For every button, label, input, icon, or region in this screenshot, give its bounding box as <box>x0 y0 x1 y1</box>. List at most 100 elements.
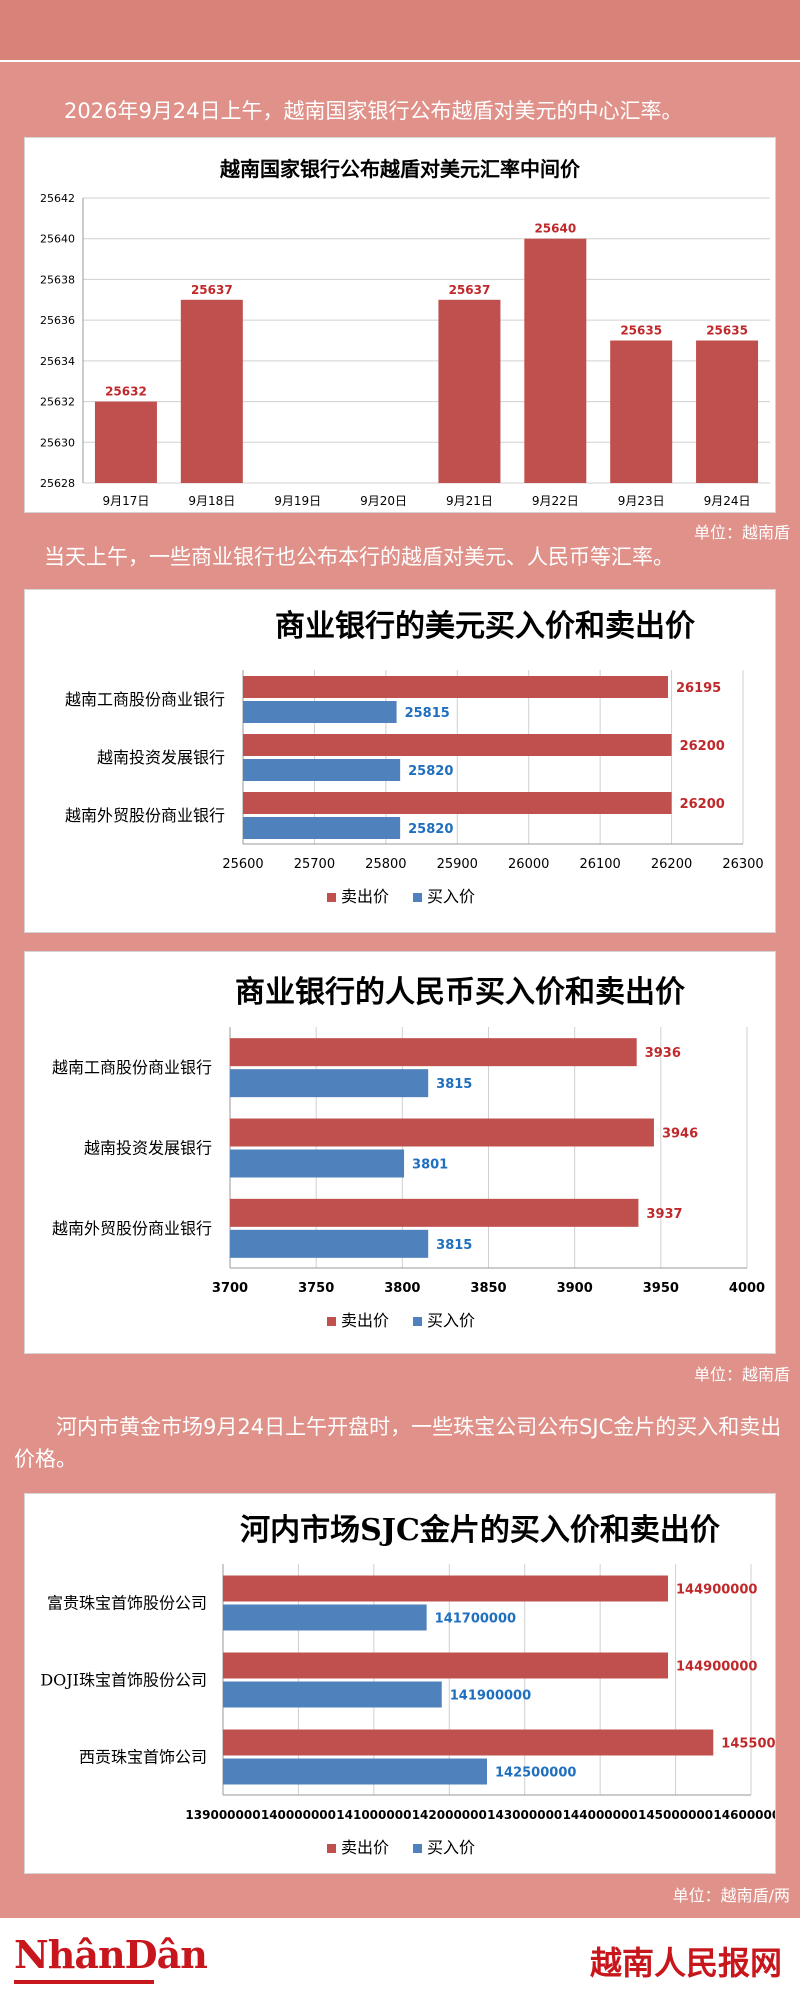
legend-label: 卖出价 <box>341 1838 389 1857</box>
legend-swatch <box>413 1844 422 1853</box>
chart-panel-usd: 商业银行的美元买入价和卖出价 25600 25700 25800 25900 26000 2… <box>24 589 776 933</box>
y-tick-label: 25628 <box>40 477 75 490</box>
bar-value-label: 3815 <box>436 1238 472 1253</box>
chart-title: 河内市场SJC金片的买入价和卖出价 <box>240 1513 720 1548</box>
x-tick-label: 9月20日 <box>360 494 407 508</box>
bar-buy <box>243 759 401 781</box>
bar <box>94 401 157 483</box>
bar-value-label: 26200 <box>680 797 725 812</box>
intro-text-gold: 河内市黄金市场9月24日上午开盘时，一些珠宝公司公布SJC金片的买入和卖出价格。 <box>14 1415 782 1471</box>
top-band <box>0 0 800 62</box>
x-tick-label: 9月24日 <box>704 494 751 508</box>
x-tick-label: 140000000 <box>261 1808 336 1822</box>
y-tick-label: 25636 <box>40 314 75 327</box>
gold-buy-sell-chart: 河内市场SJC金片的买入价和卖出价 139000000 140000000 14100… <box>40 1513 775 1857</box>
x-tick-label: 3700 <box>212 1281 248 1296</box>
chart-panel-gold: 河内市场SJC金片的买入价和卖出价 139000000 140000000 14100… <box>24 1493 776 1874</box>
bar-buy <box>223 1604 427 1631</box>
x-tick-label: 9月21日 <box>446 494 493 508</box>
x-tick-label: 26100 <box>579 857 620 872</box>
bar-buy <box>223 1758 487 1785</box>
bar-sell <box>223 1575 669 1602</box>
legend-swatch <box>327 893 336 902</box>
bar-buy <box>230 1229 429 1258</box>
bar-value-label: 25640 <box>534 222 576 236</box>
x-tick-label: 26000 <box>508 857 549 872</box>
chart-panel-central-rate: 越南国家银行公布越盾对美元汇率中间价 25628 25630 25632 25634 25… <box>24 137 776 513</box>
bar-value-label: 25635 <box>706 324 748 338</box>
y-tick-label: 25630 <box>40 436 75 449</box>
x-tick-label: 26200 <box>651 857 692 872</box>
category-label: 越南工商股份商业银行 <box>65 690 225 709</box>
x-tick-label: 143000000 <box>487 1808 562 1822</box>
bar-buy <box>243 817 401 839</box>
x-tick-label: 146000000 <box>713 1808 775 1822</box>
bar-value-label: 145500000 <box>721 1737 775 1752</box>
bar-sell <box>223 1652 669 1679</box>
x-tick-label: 9月19日 <box>274 494 321 508</box>
y-tick-label: 25632 <box>40 396 75 409</box>
bar-sell <box>230 1198 639 1227</box>
intro-text-banks: 当天上午，一些商业银行也公布本行的越盾对美元、人民币等汇率。 <box>44 545 674 569</box>
bar-sell <box>230 1118 654 1147</box>
bar-value-label: 141700000 <box>435 1612 516 1627</box>
legend-swatch <box>413 893 422 902</box>
x-tick-label: 4000 <box>729 1281 765 1296</box>
legend-label: 卖出价 <box>341 887 389 906</box>
chart-panel-cny: 商业银行的人民币买入价和卖出价 3700 3750 3800 3850 3900 3950 4… <box>24 951 776 1354</box>
x-tick-label: 142000000 <box>412 1808 487 1822</box>
bar-buy <box>230 1149 405 1178</box>
logo-underline <box>14 1980 154 1984</box>
category-label: 西贡珠宝首饰公司 <box>79 1748 207 1767</box>
unit-label-2: 单位：越南盾 <box>693 1365 790 1384</box>
unit-label-1: 单位：越南盾 <box>693 523 790 542</box>
central-rate-chart: 越南国家银行公布越盾对美元汇率中间价 25628 25630 25632 25634 25… <box>40 157 770 508</box>
x-tick-label: 25800 <box>365 857 406 872</box>
intro-text-rate: 2026年9月24日上午，越南国家银行公布越盾对美元的中心汇率。 <box>64 99 683 123</box>
legend-label: 卖出价 <box>341 1311 389 1330</box>
bar-value-label: 144900000 <box>676 1660 757 1675</box>
bar-value-label: 3936 <box>645 1046 681 1061</box>
x-tick-label: 3800 <box>384 1281 420 1296</box>
cny-buy-sell-chart: 商业银行的人民币买入价和卖出价 3700 3750 3800 3850 3900 3950 4… <box>52 975 765 1330</box>
x-tick-label: 9月18日 <box>188 494 235 508</box>
bar-value-label: 26200 <box>680 739 725 754</box>
bar-value-label: 3946 <box>662 1127 698 1142</box>
bar <box>696 340 759 483</box>
bar-value-label: 25820 <box>408 764 453 779</box>
bar <box>180 299 243 483</box>
x-tick-label: 3900 <box>557 1281 593 1296</box>
y-tick-label: 25642 <box>40 192 75 205</box>
nhandan-logo[interactable]: NhânDân <box>14 1932 208 1977</box>
x-tick-label: 25900 <box>437 857 478 872</box>
y-tick-label: 25634 <box>40 355 75 368</box>
legend-swatch <box>413 1317 422 1326</box>
footer: NhânDân 越南人民报网 <box>0 1918 800 2000</box>
bar-value-label: 3801 <box>412 1158 448 1173</box>
bar-value-label: 141900000 <box>450 1689 531 1704</box>
x-tick-label: 9月17日 <box>102 494 149 508</box>
bar-value-label: 142500000 <box>495 1766 576 1781</box>
y-tick-label: 25640 <box>40 233 75 246</box>
bar-value-label: 3815 <box>436 1077 472 1092</box>
bar-value-label: 25632 <box>105 385 147 399</box>
bar-sell <box>243 792 672 814</box>
bar-value-label: 144900000 <box>676 1583 757 1598</box>
x-tick-label: 26300 <box>722 857 763 872</box>
x-tick-label: 139000000 <box>185 1808 260 1822</box>
bar-value-label: 25637 <box>449 283 491 297</box>
bar-value-label: 3937 <box>646 1207 682 1222</box>
bar-value-label: 25820 <box>408 822 453 837</box>
bar-buy <box>243 701 397 723</box>
x-tick-label: 144000000 <box>563 1808 638 1822</box>
x-tick-label: 3850 <box>470 1281 506 1296</box>
usd-buy-sell-chart: 商业银行的美元买入价和卖出价 25600 25700 25800 25900 26000 2… <box>65 609 764 906</box>
category-label: 越南工商股份商业银行 <box>52 1058 212 1077</box>
bar-sell <box>243 676 668 698</box>
y-tick-label: 25638 <box>40 273 75 286</box>
chart-title: 越南国家银行公布越盾对美元汇率中间价 <box>219 157 581 181</box>
x-tick-label: 25600 <box>222 857 263 872</box>
site-name[interactable]: 越南人民报网 <box>589 1944 782 1982</box>
chart-title: 商业银行的人民币买入价和卖出价 <box>235 975 685 1010</box>
chart-title: 商业银行的美元买入价和卖出价 <box>275 609 695 644</box>
